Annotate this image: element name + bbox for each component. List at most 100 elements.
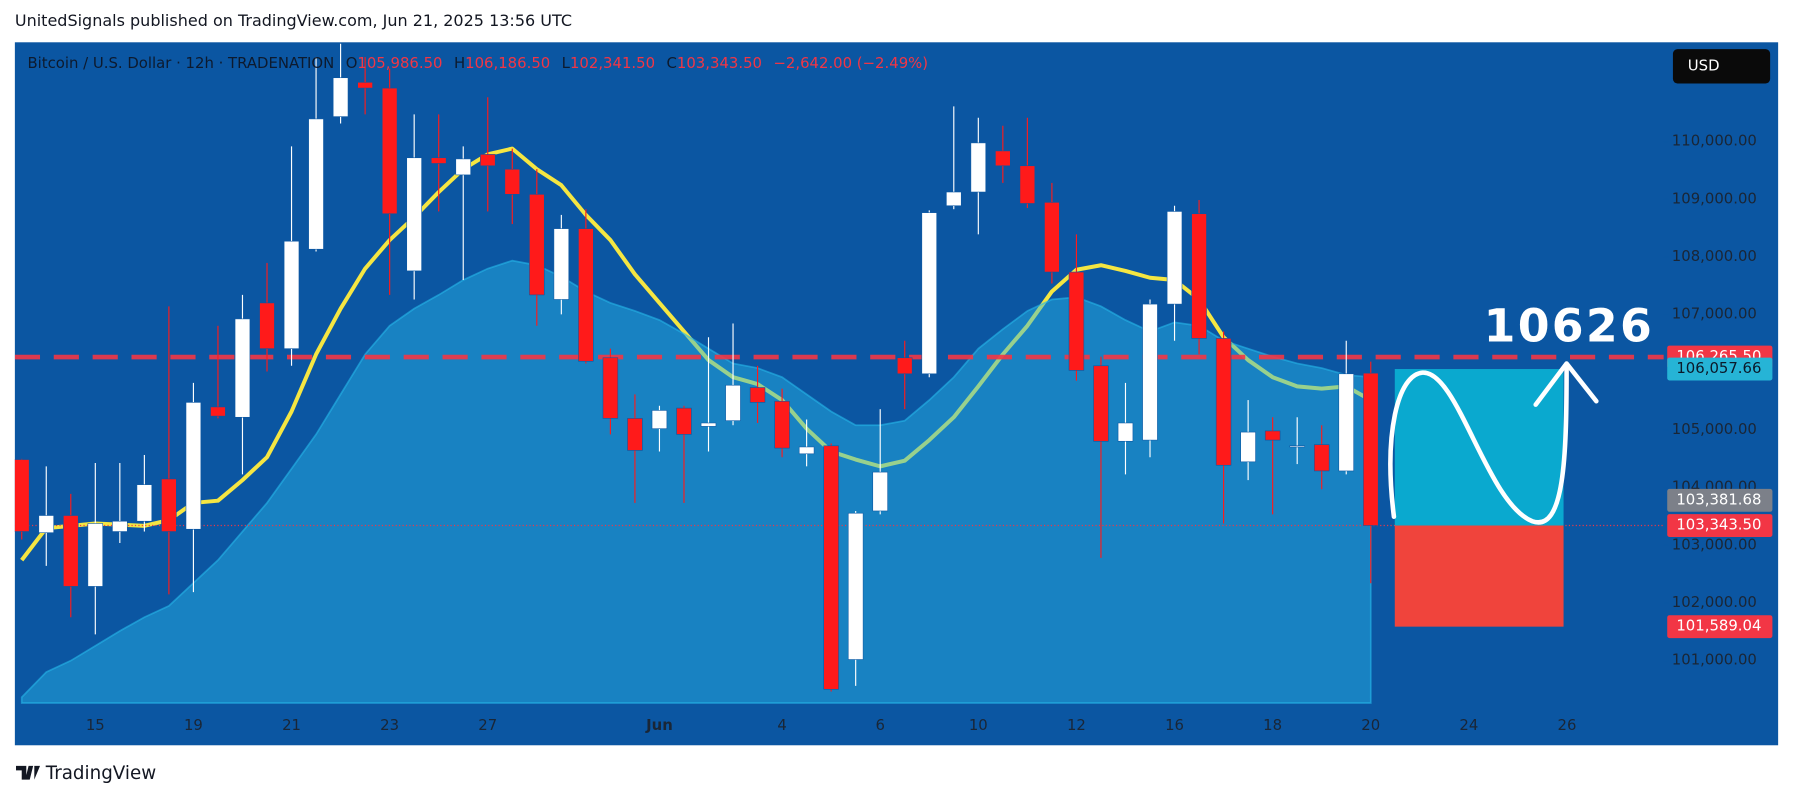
x-tick-label: 20	[1361, 716, 1380, 734]
x-tick-label: 19	[184, 716, 203, 734]
candle-body	[1068, 271, 1085, 371]
candle-body	[774, 400, 790, 449]
candle-body	[1191, 213, 1207, 339]
candle-body	[308, 118, 324, 250]
x-tick-label: 21	[282, 716, 301, 734]
candle-body	[970, 142, 987, 193]
candle-body	[798, 446, 815, 455]
candle-body	[1338, 373, 1354, 472]
candle-body	[1093, 365, 1109, 442]
x-tick-label: 24	[1459, 716, 1478, 734]
candle-body	[332, 77, 349, 117]
candle-body	[430, 157, 447, 164]
y-tick-label: 107,000.00	[1672, 305, 1757, 323]
candle-body	[529, 194, 545, 296]
price-label: 103,343.50	[1676, 516, 1761, 534]
candle-body	[676, 407, 692, 435]
candle-body	[946, 191, 962, 207]
candle-body	[185, 402, 202, 530]
candle-body	[749, 387, 766, 403]
low-value: 102,341.50	[570, 54, 655, 72]
candle-body	[136, 484, 153, 522]
candle-body	[578, 228, 594, 362]
x-tick-label: 4	[777, 716, 786, 734]
candle-body	[1142, 303, 1158, 441]
candle-body	[1363, 372, 1379, 526]
logo-icon	[16, 765, 41, 780]
x-tick-label: 12	[1067, 716, 1086, 734]
y-tick-label: 109,000.00	[1672, 189, 1757, 207]
price-label-box	[1667, 514, 1773, 537]
price-label-box	[1667, 615, 1773, 639]
candle-body	[847, 512, 864, 660]
publisher-header: UnitedSignals published on TradingView.c…	[15, 11, 572, 30]
candle-body	[602, 357, 619, 419]
open-value: 105,986.50	[357, 54, 442, 72]
annotation-text: 10626	[1484, 300, 1655, 353]
tradingview-logo: TradingView	[16, 763, 156, 784]
moving-average-line	[20, 146, 1372, 562]
x-tick-label: 15	[86, 716, 105, 734]
candle-body	[1289, 445, 1305, 448]
x-tick-label: 16	[1165, 716, 1184, 734]
x-tick-label: Jun	[645, 716, 673, 734]
symbol-label: Bitcoin / U.S. Dollar · 12h · TRADENATIO…	[27, 54, 334, 72]
y-tick-label: 110,000.00	[1672, 132, 1757, 150]
candle-body	[161, 478, 177, 532]
candle-body	[210, 406, 226, 417]
candle-body	[63, 515, 79, 587]
low-label: L	[562, 54, 571, 72]
change-value: −2,642.00 (−2.49%)	[773, 54, 928, 72]
candle-body	[259, 302, 275, 349]
candle-body	[627, 418, 643, 451]
candle-body	[14, 459, 30, 532]
candle-body	[504, 168, 521, 195]
candle-body	[1264, 430, 1281, 441]
forecast-arrowhead	[1533, 361, 1599, 407]
currency-button[interactable]	[1672, 49, 1771, 84]
candle-body	[1019, 165, 1036, 204]
forecast-curve	[1388, 365, 1569, 525]
candle-body	[112, 520, 128, 532]
open-label: O	[346, 54, 358, 72]
y-tick-label: 105,000.00	[1672, 420, 1757, 438]
candle-body	[1240, 431, 1256, 463]
y-tick-label: 103,000.00	[1672, 535, 1757, 553]
price-label: 101,589.04	[1676, 617, 1761, 635]
y-tick-label: 101,000.00	[1672, 651, 1757, 669]
candle-body	[480, 154, 496, 167]
price-label-box	[1667, 488, 1773, 512]
candle-body	[995, 150, 1011, 167]
candle-body	[234, 318, 251, 418]
candle-body	[872, 471, 888, 512]
overlay	[1388, 361, 1599, 627]
candle-body	[651, 410, 668, 429]
close-label: C	[667, 54, 677, 72]
candle-body	[1215, 338, 1232, 466]
candle-body	[38, 515, 54, 533]
y-tick-label: 102,000.00	[1672, 593, 1757, 611]
candle-body	[725, 384, 741, 421]
price-label-box	[1667, 357, 1773, 381]
candle-body	[700, 422, 717, 427]
logo-text: TradingView	[45, 763, 157, 784]
price-label: 103,381.68	[1676, 490, 1761, 508]
high-label: H	[454, 54, 465, 72]
candle-body	[283, 240, 300, 349]
plot-area	[14, 43, 1664, 704]
price-label: 106,057.66	[1676, 359, 1761, 377]
candle-body	[357, 82, 373, 89]
currency-label[interactable]: USD	[1688, 56, 1720, 74]
position-loss-zone	[1394, 525, 1564, 627]
x-tick-label: 6	[875, 716, 884, 734]
candle-body	[1166, 211, 1183, 305]
candle-body	[1117, 422, 1134, 442]
candle-body	[87, 523, 104, 587]
candle-body	[553, 228, 570, 300]
candle-body	[1044, 202, 1060, 273]
close-value: 103,343.50	[677, 54, 762, 72]
candle-body	[897, 357, 913, 375]
x-tick-label: 10	[969, 716, 988, 734]
candle-body	[823, 445, 839, 690]
